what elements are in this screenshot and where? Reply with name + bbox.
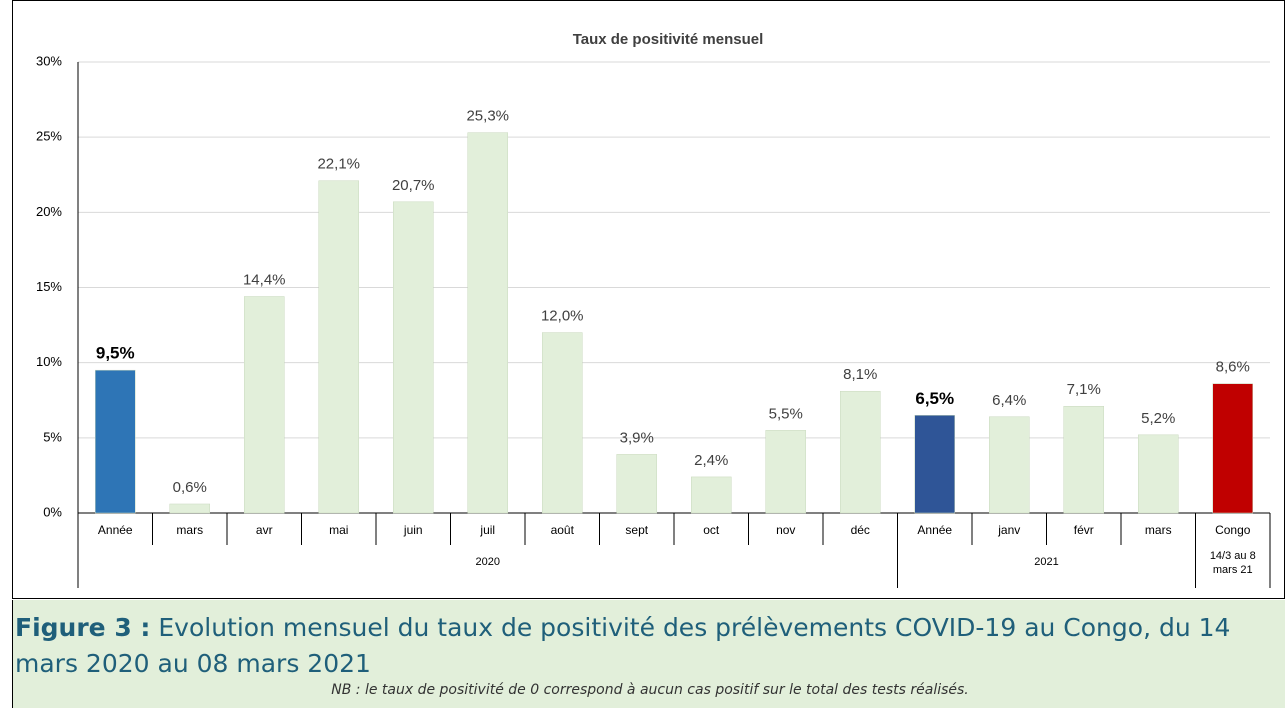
data-label: 5,2% [1141, 410, 1175, 427]
data-label: 5,5% [769, 405, 803, 422]
bar [914, 415, 955, 514]
x-tick-label: Congo [1215, 523, 1251, 537]
data-label: 14,4% [243, 271, 286, 288]
data-label: 20,7% [392, 177, 435, 194]
bar [1063, 406, 1104, 514]
bar [616, 454, 657, 514]
chart-title: Taux de positivité mensuel [573, 31, 764, 48]
bar [1212, 383, 1253, 514]
caption-label: Figure 3 : [15, 613, 151, 642]
chart: Taux de positivité mensuel 0% 5% 10% 15% 20%… [12, 0, 1285, 599]
bar [542, 332, 583, 514]
x-tick-label: janv [997, 523, 1020, 537]
bar [765, 430, 806, 514]
group-label: 14/3 au 8 mars 21 [1210, 550, 1256, 576]
bar [318, 180, 359, 514]
y-tick-label: 5% [43, 429, 62, 444]
bar [840, 390, 881, 514]
caption-text: Evolution mensuel du taux de positivité … [15, 613, 1231, 678]
x-tick-label: sept [625, 523, 648, 537]
data-label: 2,4% [694, 452, 728, 469]
bar [1138, 434, 1179, 514]
data-label: 6,4% [992, 392, 1026, 409]
data-label: 8,1% [843, 366, 877, 383]
y-tick-label: 0% [43, 504, 62, 519]
bar [95, 369, 136, 514]
data-label: 8,6% [1216, 359, 1250, 376]
data-label: 7,1% [1067, 381, 1101, 398]
y-tick-label: 10% [36, 354, 62, 369]
y-tick-label: 25% [36, 129, 62, 144]
caption-note: NB : le taux de positivité de 0 correspo… [331, 682, 969, 698]
x-tick-label: mars [176, 523, 203, 537]
x-tick-label: Année [98, 523, 133, 537]
x-tick-label: Année [917, 523, 952, 537]
x-tick-label: mars [1145, 523, 1172, 537]
data-label: 6,5% [915, 389, 954, 408]
y-tick-label: 15% [36, 279, 62, 294]
data-label: 3,9% [620, 429, 654, 446]
bar [393, 201, 434, 514]
data-label: 12,0% [541, 308, 584, 325]
data-label: 9,5% [96, 344, 135, 363]
bar [989, 416, 1030, 514]
x-tick-label: mai [329, 523, 348, 537]
x-tick-label: juin [403, 523, 423, 537]
x-tick-label: déc [851, 523, 870, 537]
bar [691, 476, 732, 514]
bar [169, 503, 210, 514]
x-tick-label: août [551, 523, 575, 537]
group-label: 2021 [1034, 556, 1058, 568]
data-label: 0,6% [173, 479, 207, 496]
data-label: 25,3% [466, 108, 509, 125]
bar [244, 296, 285, 514]
data-label: 22,1% [317, 156, 360, 173]
x-tick-label: nov [776, 523, 795, 537]
x-tick-label: oct [703, 523, 720, 537]
x-tick-label: juil [479, 523, 495, 537]
figure-caption: Figure 3 : Evolution mensuel du taux de … [12, 600, 1285, 708]
bar [467, 132, 508, 514]
x-tick-label: avr [256, 523, 273, 537]
x-tick-label: févr [1074, 523, 1094, 537]
y-tick-label: 30% [36, 53, 62, 68]
group-label: 2020 [476, 556, 500, 568]
y-tick-label: 20% [36, 204, 62, 219]
